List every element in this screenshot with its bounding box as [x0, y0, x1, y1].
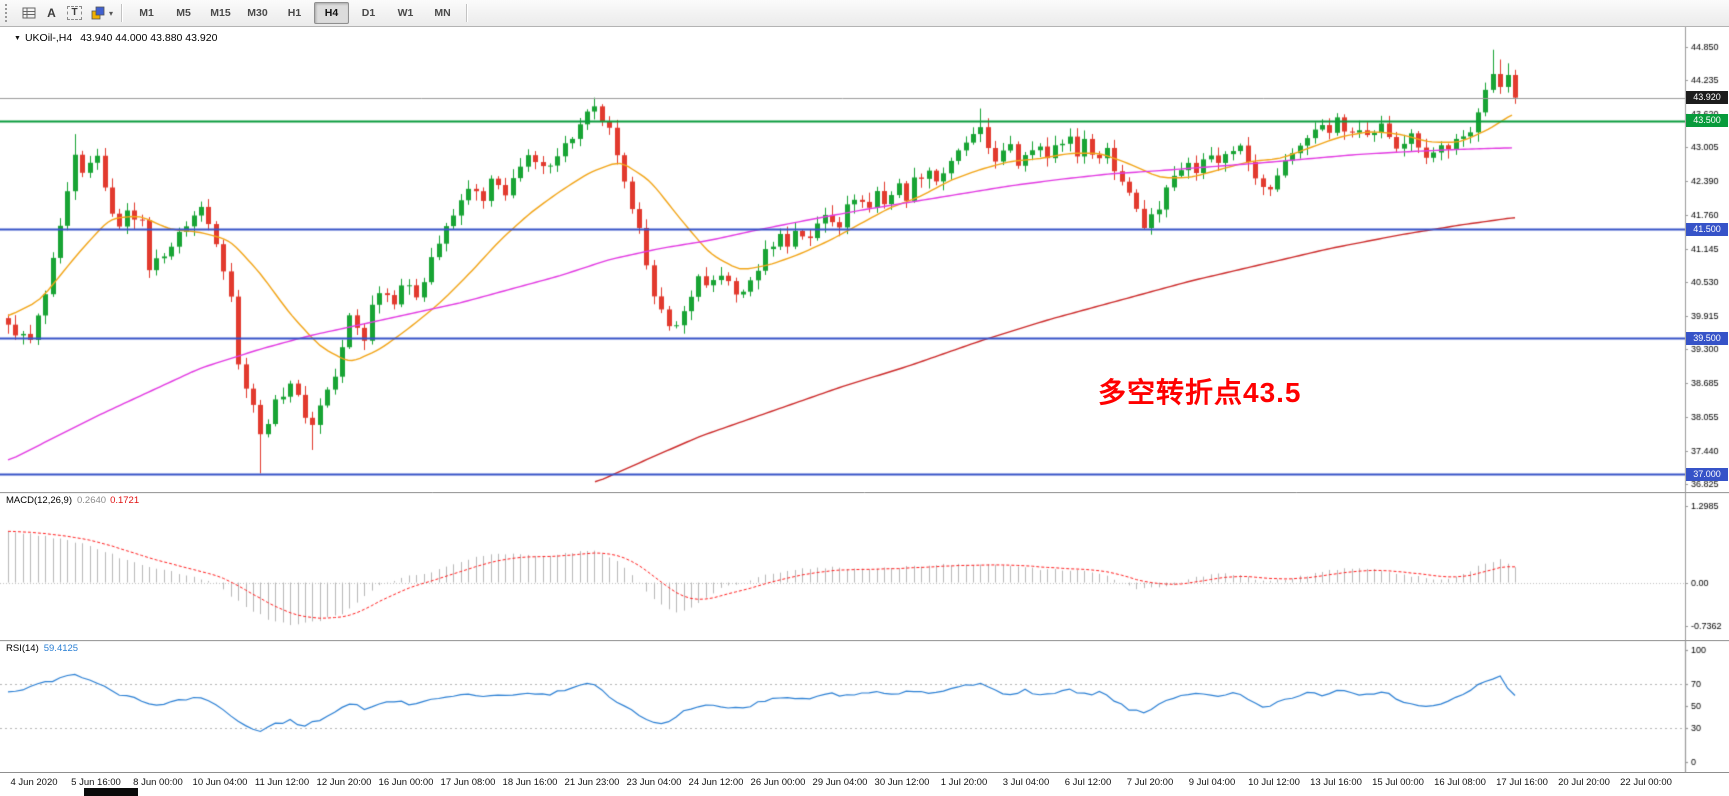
time-label: 16 Jun 00:00 [378, 777, 434, 788]
time-label: 26 Jun 00:00 [750, 777, 806, 788]
time-label: 9 Jul 04:00 [1188, 777, 1236, 788]
rsi-value: 59.4125 [43, 643, 79, 654]
caret-down-icon[interactable]: ▾ [109, 8, 114, 18]
text-tool-glyph: T [67, 6, 82, 20]
colors-glyph [91, 6, 104, 20]
price-line-label-43.500: 43.500 [1686, 114, 1728, 127]
price-line-label-39.500: 39.500 [1686, 331, 1728, 345]
text-tool-icon[interactable]: T [64, 3, 85, 23]
timeframe-button-m15[interactable]: M15 [210, 7, 231, 19]
chart-annotation: 多空转折点43.5 [1098, 377, 1302, 408]
timeframe-button-w1[interactable]: W1 [397, 7, 414, 19]
timeframe-button-m1[interactable]: M1 [139, 7, 154, 19]
timeframe-button-h4[interactable]: H4 [314, 2, 350, 24]
timeframe-button-m5[interactable]: M5 [176, 7, 191, 19]
ohlc-values: 43.940 44.000 43.880 43.920 [80, 32, 218, 44]
time-label: 17 Jul 16:00 [1496, 777, 1548, 788]
timeframe-group: M1 M5 M15 M30 H1 H4 D1 W1 MN [128, 2, 461, 24]
time-label: 4 Jun 2020 [10, 777, 58, 788]
macd-indicator-label: MACD(12,26,9) 0.2640 0.1721 [6, 495, 139, 506]
bottom-bar-fragment [84, 788, 138, 796]
rsi-indicator-label: RSI(14) 59.4125 [6, 643, 78, 654]
macd-value-signal: 0.1721 [110, 495, 140, 506]
time-label: 13 Jul 16:00 [1310, 777, 1362, 788]
time-label: 16 Jul 08:00 [1434, 777, 1486, 788]
macd-value-main: 0.2640 [77, 495, 107, 506]
toolbar-gripper[interactable] [5, 4, 14, 22]
colors-icon[interactable] [87, 3, 108, 23]
time-label: 8 Jun 00:00 [133, 777, 183, 788]
time-label: 15 Jul 00:00 [1372, 777, 1424, 788]
time-label: 1 Jul 20:00 [940, 777, 988, 788]
toolbar-separator [121, 4, 124, 22]
time-label: 23 Jun 04:00 [626, 777, 682, 788]
timeframe-button-h1[interactable]: H1 [287, 7, 302, 19]
toolbar-separator [466, 4, 469, 22]
time-label: 10 Jun 04:00 [192, 777, 248, 788]
macd-panel-canvas[interactable] [0, 492, 1729, 640]
price-line-label-37.000: 37.000 [1686, 467, 1728, 481]
time-label: 11 Jun 12:00 [254, 777, 310, 788]
time-label: 12 Jun 20:00 [316, 777, 372, 788]
time-label: 29 Jun 04:00 [812, 777, 868, 788]
time-label: 20 Jul 20:00 [1558, 777, 1610, 788]
toolbar: A T ▾ M1 M5 M15 M30 H1 H4 D1 W1 MN [0, 0, 1729, 27]
text-label-tool-icon[interactable]: A [47, 6, 56, 20]
timeframe-button-m30[interactable]: M30 [247, 7, 268, 19]
time-label: 6 Jul 12:00 [1064, 777, 1112, 788]
timeframe-button-d1[interactable]: D1 [361, 7, 376, 19]
main-chart-canvas[interactable] [0, 27, 1729, 492]
time-label: 21 Jun 23:00 [564, 777, 620, 788]
time-label: 22 Jul 00:00 [1620, 777, 1672, 788]
symbol-dropdown-icon[interactable]: ▼ [14, 35, 21, 42]
quote-label: ▼ UKOil-,H4 43.940 44.000 43.880 43.920 [14, 32, 217, 44]
time-label: 24 Jun 12:00 [688, 777, 744, 788]
time-label: 18 Jun 16:00 [502, 777, 558, 788]
symbol-name: UKOil-,H4 [24, 32, 73, 44]
rsi-panel-canvas[interactable] [0, 640, 1729, 772]
price-line-label-41.500: 41.500 [1686, 222, 1728, 236]
time-label: 30 Jun 12:00 [874, 777, 930, 788]
timeframe-button-mn[interactable]: MN [434, 7, 451, 19]
time-axis[interactable]: 4 Jun 2020 5 Jun 16:00 8 Jun 00:00 10 Jun 0… [0, 772, 1729, 796]
chart-grid-icon[interactable] [18, 3, 39, 23]
time-label: 10 Jul 12:00 [1248, 777, 1300, 788]
time-label: 17 Jun 08:00 [440, 777, 496, 788]
time-label: 3 Jul 04:00 [1002, 777, 1050, 788]
time-label: 7 Jul 20:00 [1126, 777, 1174, 788]
rsi-name: RSI(14) [6, 643, 39, 654]
time-label: 5 Jun 16:00 [71, 777, 121, 788]
price-line-label-43.920: 43.920 [1686, 91, 1728, 105]
chart-grid-glyph [22, 7, 35, 19]
macd-name: MACD(12,26,9) [6, 495, 72, 506]
